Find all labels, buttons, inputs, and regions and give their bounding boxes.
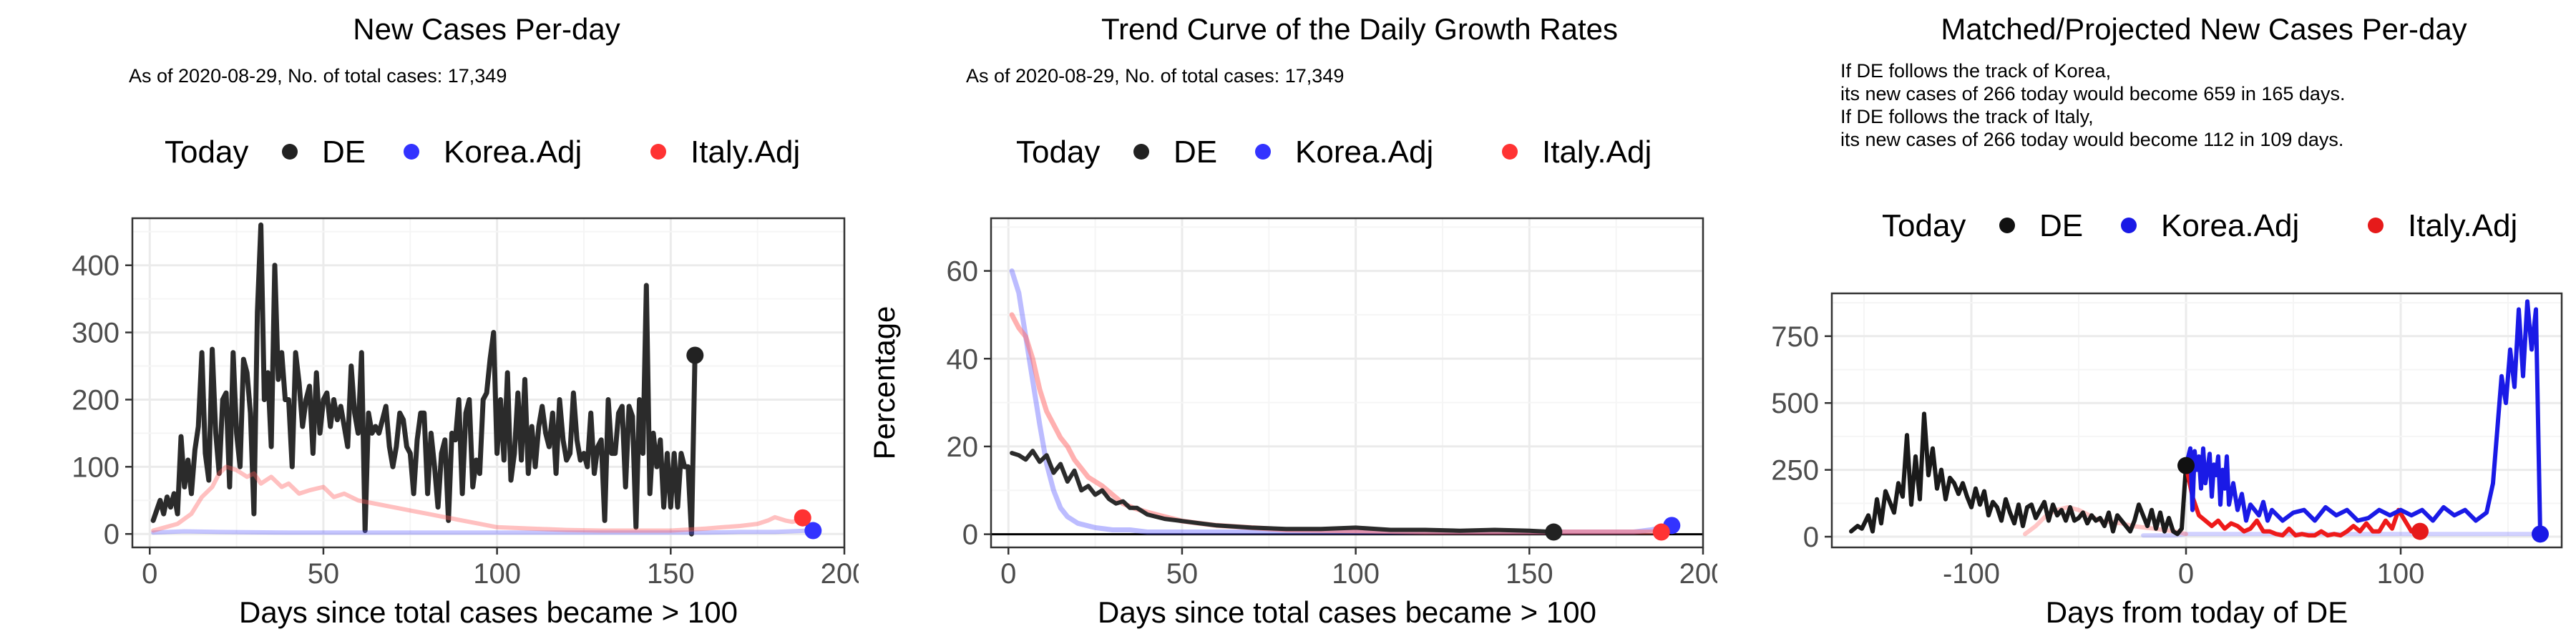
x-axis-title: Days since total cases became > 100 (1098, 595, 1596, 629)
legend-key-de (282, 144, 298, 160)
legend-key-italy-adj (1502, 144, 1518, 160)
gridlines (991, 218, 1704, 547)
x-axis-title: Days from today of DE (2046, 595, 2348, 629)
y-tick-label: 500 (1771, 388, 1819, 419)
today-point-italy-adj (794, 509, 811, 527)
series-line-de (1849, 411, 2188, 537)
x-axis-title: Days since total cases became > 100 (239, 595, 738, 629)
legend-title: Today (1016, 135, 1100, 170)
legend-label: DE (322, 135, 366, 170)
x-tick-label: 150 (647, 558, 695, 590)
y-axis-title: Percentage (867, 306, 901, 460)
today-point-italy-adj (2411, 522, 2429, 540)
today-point-korea-adj (2532, 525, 2549, 543)
y-tick-label: 60 (947, 256, 979, 288)
x-tick-label: 100 (473, 558, 521, 590)
chart-subtitle-line: If DE follows the track of Korea, (1840, 60, 2111, 82)
series-line-korea-adj (151, 528, 812, 535)
plot-border (1830, 292, 2563, 549)
series-group (1849, 299, 2542, 538)
legend-label: Korea.Adj (1295, 135, 1433, 170)
x-tick-label: 150 (1506, 558, 1553, 590)
y-tick-label: 200 (72, 384, 119, 416)
y-tick-label: 100 (72, 452, 119, 483)
chart-title: Matched/Projected New Cases Per-day (1941, 12, 2467, 46)
today-point-de (1545, 523, 1563, 541)
legend-label: Korea.Adj (444, 135, 582, 170)
x-tick-label: 0 (142, 558, 157, 590)
x-tick-label: 50 (1166, 558, 1199, 590)
legend-label: Italy.Adj (691, 135, 800, 170)
series-line-de (1010, 449, 1556, 535)
chart-title: Trend Curve of the Daily Growth Rates (1101, 12, 1618, 46)
legend-label: Korea.Adj (2161, 208, 2299, 243)
chart-panel-projected: Matched/Projected New Cases Per-day If DE… (1717, 0, 2576, 644)
legend: Today DE Korea.Adj Italy.Adj (1016, 135, 1652, 170)
x-tick-label: 200 (821, 558, 859, 590)
y-tick-label: 400 (72, 250, 119, 282)
x-tick-label: 200 (1679, 558, 1717, 590)
chart-panel-new-cases: New Cases Per-day As of 2020-08-29, No. o… (0, 0, 859, 644)
chart-subtitle-line: its new cases of 266 today would become … (1840, 83, 2345, 104)
y-tick-label: 750 (1771, 321, 1819, 353)
legend-label: Italy.Adj (1542, 135, 1652, 170)
legend-label: DE (1174, 135, 1217, 170)
x-tick-label: 100 (1332, 558, 1380, 590)
today-point-italy-adj (1652, 523, 1670, 541)
legend-key-de (1999, 218, 2015, 233)
x-tick-label: 0 (2178, 558, 2194, 590)
legend: Today DE Korea.Adj Italy.Adj (1882, 208, 2517, 243)
chart-title: New Cases Per-day (353, 12, 620, 46)
series-line-italy-adj-projected- (2184, 463, 2422, 538)
legend-key-korea-adj (1255, 144, 1271, 160)
legend-label: DE (2039, 208, 2083, 243)
x-tick-label: 100 (2377, 558, 2425, 590)
y-axis: 0 100 200 300 400 (72, 250, 132, 550)
legend-title: Today (165, 135, 248, 170)
x-axis: -100 0 100 (1943, 547, 2424, 590)
y-tick-label: 20 (947, 431, 979, 463)
y-tick-label: 250 (1771, 455, 1819, 487)
series-group (1009, 268, 1674, 535)
legend-key-de (1133, 144, 1149, 160)
x-tick-label: 0 (1000, 558, 1016, 590)
legend-key-korea-adj (2121, 218, 2137, 233)
legend-title: Today (1882, 208, 1966, 243)
series-line-italy-adj (1009, 312, 1664, 535)
y-axis: 0 250 500 750 (1771, 321, 1832, 553)
x-axis: 0 50 100 150 200 (142, 547, 859, 590)
legend-label: Italy.Adj (2408, 208, 2517, 243)
chart-panel-growth-rates: Trend Curve of the Daily Growth Rates As … (859, 0, 1717, 644)
legend-key-italy-adj (650, 144, 666, 160)
legend-key-italy-adj (2368, 218, 2384, 233)
x-tick-label: -100 (1943, 558, 2000, 590)
series-line-italy-adj (151, 464, 805, 533)
series-line-de (150, 222, 698, 537)
plot-border (990, 217, 1704, 549)
new-cases-chart: New Cases Per-day As of 2020-08-29, No. o… (72, 12, 859, 629)
legend-key-korea-adj (404, 144, 419, 160)
today-point-korea-adj (804, 522, 822, 540)
series-line-korea-adj-projected- (2184, 299, 2542, 537)
series-group (150, 222, 812, 537)
today-point-de (686, 346, 704, 364)
y-tick-label: 40 (947, 343, 979, 375)
chart-subtitle-line: its new cases of 266 today would become … (1840, 129, 2343, 150)
y-tick-label: 0 (962, 519, 978, 551)
plot-border (131, 217, 846, 549)
legend: Today DE Korea.Adj Italy.Adj (165, 135, 800, 170)
projected-cases-chart: Matched/Projected New Cases Per-day If DE… (1771, 12, 2563, 629)
today-point-de (2177, 457, 2195, 474)
x-tick-label: 50 (308, 558, 340, 590)
y-tick-label: 0 (104, 519, 119, 550)
chart-subtitle-line: If DE follows the track of Italy, (1840, 106, 2094, 127)
y-tick-label: 300 (72, 318, 119, 349)
chart-subtitle-line: As of 2020-08-29, No. of total cases: 17… (966, 65, 1344, 87)
series-line-korea-adj-matched- (2141, 532, 2542, 538)
y-axis: 0 20 40 60 (947, 256, 991, 551)
growth-rate-chart: Trend Curve of the Daily Growth Rates As … (867, 12, 1717, 629)
x-axis: 0 50 100 150 200 (1000, 547, 1717, 590)
y-tick-label: 0 (1803, 522, 1819, 553)
chart-subtitle-line: As of 2020-08-29, No. of total cases: 17… (129, 65, 507, 87)
